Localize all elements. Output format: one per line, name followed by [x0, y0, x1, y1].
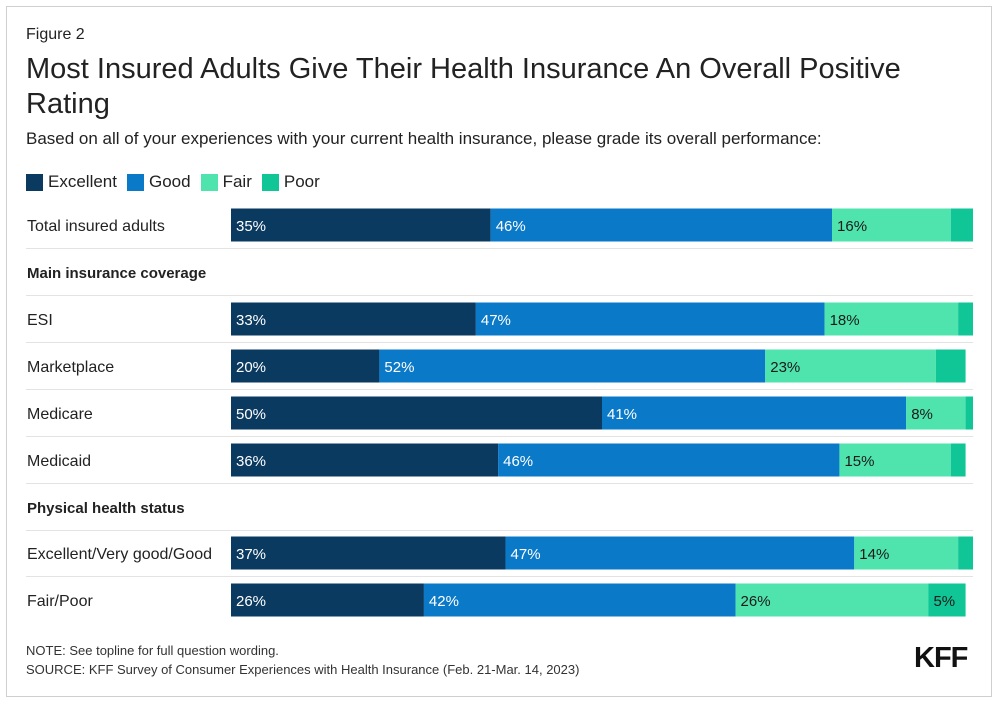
- bar-esi-fair: [824, 302, 959, 336]
- bar-marketplace-good: [379, 349, 766, 383]
- legend-swatch-fair: [200, 173, 218, 191]
- data-label-total-insured-adults-good: 46%: [496, 218, 526, 235]
- legend-label-fair: Fair: [222, 172, 252, 191]
- legend-item-fair: Fair: [200, 172, 252, 192]
- data-label-esi-good: 47%: [481, 312, 511, 329]
- chart-subtitle: Based on all of your experiences with yo…: [26, 129, 822, 148]
- bar-excellent-very-good-good-good: [505, 536, 855, 570]
- data-label-excellent-very-good-good-good: 47%: [511, 546, 541, 563]
- data-label-total-insured-adults-excellent: 35%: [236, 218, 266, 235]
- row-label-esi: ESI: [27, 312, 53, 329]
- data-label-medicaid-good: 46%: [503, 453, 533, 470]
- legend-swatch-excellent: [26, 173, 43, 191]
- bar-marketplace-fair: [765, 349, 936, 383]
- row-label-excellent-very-good-good: Excellent/Very good/Good: [27, 546, 212, 563]
- legend-item-good: Good: [126, 172, 191, 192]
- row-label-medicaid: Medicaid: [27, 453, 91, 470]
- data-label-fair-poor-excellent: 26%: [236, 593, 266, 610]
- legend: Excellent Good Fair Poor: [26, 172, 330, 192]
- row-label-total-insured-adults: Total insured adults: [27, 218, 165, 235]
- figure-label: Figure 2: [26, 26, 85, 43]
- data-label-excellent-very-good-good-fair: 14%: [859, 546, 889, 563]
- legend-label-poor: Poor: [283, 172, 320, 191]
- data-label-esi-excellent: 33%: [236, 312, 266, 329]
- data-label-marketplace-fair: 23%: [770, 359, 800, 376]
- bar-medicare-fair: [906, 396, 966, 430]
- legend-item-poor: Poor: [261, 172, 320, 192]
- legend-label-excellent: Excellent: [48, 172, 117, 191]
- bar-esi-good: [475, 302, 825, 336]
- data-label-medicare-good: 41%: [607, 406, 637, 423]
- bar-marketplace-poor: [935, 349, 966, 383]
- footnote: NOTE: See topline for full question word…: [26, 643, 279, 658]
- data-label-marketplace-good: 52%: [384, 359, 414, 376]
- bar-total-insured-adults-good: [490, 208, 833, 242]
- bar-medicaid-fair: [839, 443, 951, 477]
- legend-item-excellent: Excellent: [26, 172, 117, 192]
- bar-fair-poor-excellent: [231, 583, 424, 617]
- bar-medicaid-poor: [950, 443, 966, 477]
- group-header-main-insurance-coverage: Main insurance coverage: [27, 265, 206, 282]
- legend-label-good: Good: [148, 172, 191, 191]
- bar-excellent-very-good-good-fair: [854, 536, 959, 570]
- bar-esi-excellent: [231, 302, 476, 336]
- bar-medicare-poor: [965, 396, 973, 430]
- bar-total-insured-adults-poor: [950, 208, 973, 242]
- bar-medicaid-good: [498, 443, 840, 477]
- bar-esi-poor: [958, 302, 973, 336]
- bar-medicare-good: [602, 396, 907, 430]
- data-label-fair-poor-poor: 5%: [933, 593, 955, 610]
- data-label-medicaid-fair: 15%: [844, 453, 874, 470]
- bar-medicaid-excellent: [231, 443, 499, 477]
- bar-fair-poor-fair: [735, 583, 929, 617]
- bar-total-insured-adults-excellent: [231, 208, 491, 242]
- bar-marketplace-excellent: [231, 349, 380, 383]
- bar-excellent-very-good-good-poor: [958, 536, 973, 570]
- data-label-total-insured-adults-fair: 16%: [837, 218, 867, 235]
- data-label-fair-poor-fair: 26%: [741, 593, 771, 610]
- row-label-fair-poor: Fair/Poor: [27, 593, 93, 610]
- group-header-physical-health-status: Physical health status: [27, 500, 185, 517]
- data-label-medicare-fair: 8%: [911, 406, 933, 423]
- data-label-excellent-very-good-good-excellent: 37%: [236, 546, 266, 563]
- data-label-marketplace-excellent: 20%: [236, 359, 266, 376]
- bar-total-insured-adults-fair: [832, 208, 951, 242]
- bar-medicare-excellent: [231, 396, 602, 430]
- bar-fair-poor-poor: [928, 583, 966, 617]
- legend-swatch-good: [126, 173, 144, 191]
- row-label-marketplace: Marketplace: [27, 359, 114, 376]
- bar-excellent-very-good-good-excellent: [231, 536, 506, 570]
- legend-swatch-poor: [261, 173, 279, 191]
- data-label-medicaid-excellent: 36%: [236, 453, 266, 470]
- bar-fair-poor-good: [423, 583, 736, 617]
- data-label-esi-fair: 18%: [830, 312, 860, 329]
- data-label-fair-poor-good: 42%: [429, 593, 459, 610]
- data-label-medicare-excellent: 50%: [236, 406, 266, 423]
- source-note: SOURCE: KFF Survey of Consumer Experienc…: [26, 662, 580, 677]
- kff-logo: KFF: [914, 642, 968, 674]
- row-label-medicare: Medicare: [27, 406, 93, 423]
- chart-title: Most Insured Adults Give Their Health In…: [26, 53, 901, 120]
